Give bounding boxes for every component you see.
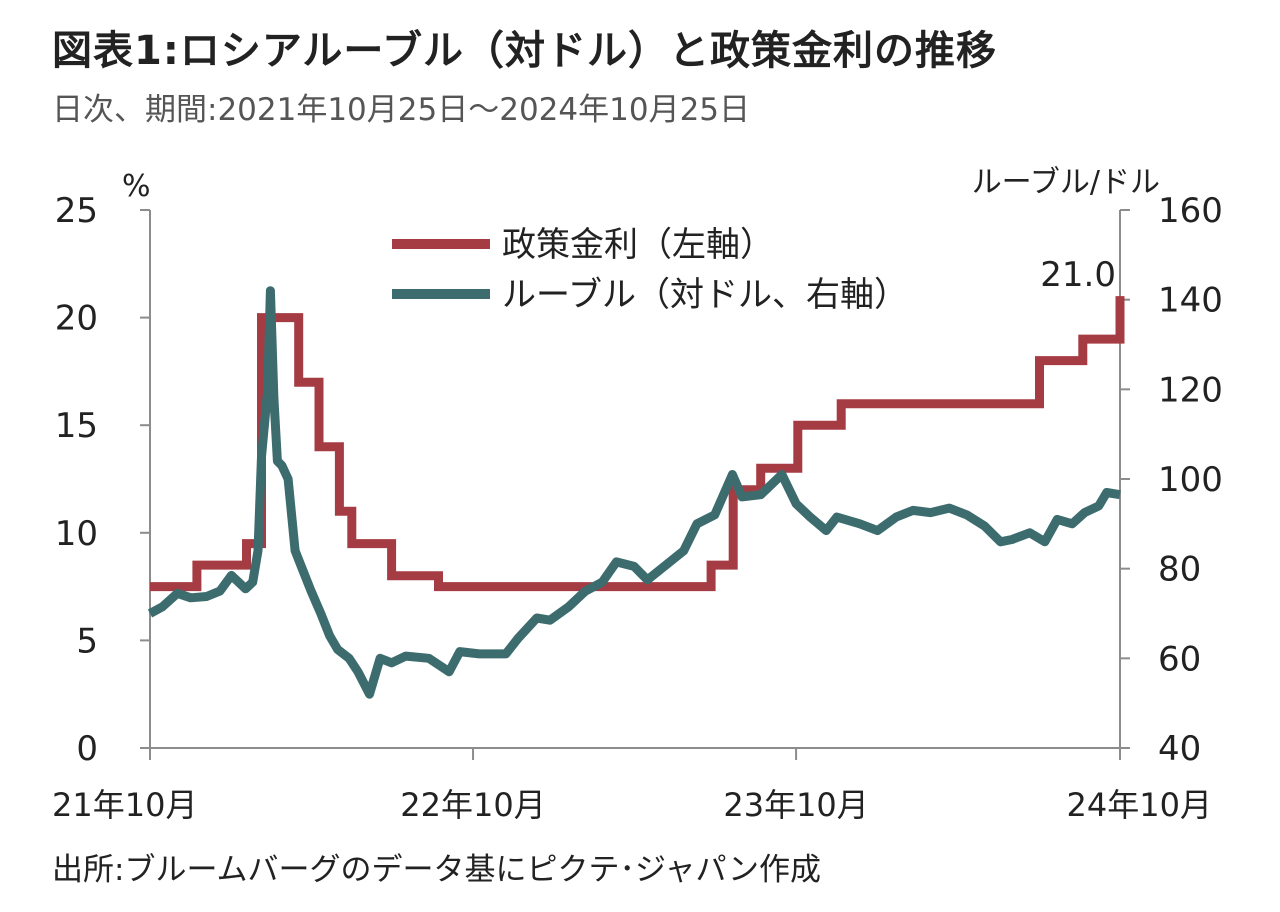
right-tick-label: 60 [1158,639,1201,679]
policy-rate-line [150,296,1125,592]
series-lines [147,286,1125,699]
chart-title: 図表1:ロシアルーブル（対ドル）と政策金利の推移 [52,28,998,74]
right-tick-label: 140 [1158,281,1223,321]
source-note: 出所:ブルームバーグのデータ基にピクテ･ジャパン作成 [52,852,822,888]
axes [140,209,1130,760]
left-tick-label: 5 [76,621,98,661]
axis-labels: 0 5 10 15 20 25 40 60 80 100 120 140 160 21年10月 22年10月… [52,165,1223,824]
x-tick-label: 23年10月 [723,786,868,824]
right-tick-label: 80 [1158,550,1201,590]
left-tick-label: 25 [55,191,98,231]
x-tick-label: 21年10月 [52,786,197,824]
left-axis-unit: % [122,169,151,204]
ruble-line [147,286,1121,699]
legend-label: ルーブル（対ドル、右軸） [502,275,908,315]
legend: 政策金利（左軸） ルーブル（対ドル、右軸） [392,225,908,315]
left-tick-label: 20 [55,299,98,339]
chart-subtitle: 日次、期間:2021年10月25日～2024年10月25日 [52,92,751,128]
left-tick-label: 0 [76,729,98,769]
left-tick-label: 10 [55,514,98,554]
x-tick-label: 24年10月 [1067,786,1212,824]
legend-label: 政策金利（左軸） [502,225,774,265]
left-tick-label: 15 [55,406,98,446]
right-tick-label: 40 [1158,729,1201,769]
right-tick-label: 120 [1158,370,1223,410]
right-tick-label: 100 [1158,460,1223,500]
end-value-annotation: 21.0 [1040,255,1116,295]
x-tick-label: 22年10月 [400,786,545,824]
right-tick-label: 160 [1158,191,1223,231]
right-axis-unit: ルーブル/ドル [972,165,1160,200]
